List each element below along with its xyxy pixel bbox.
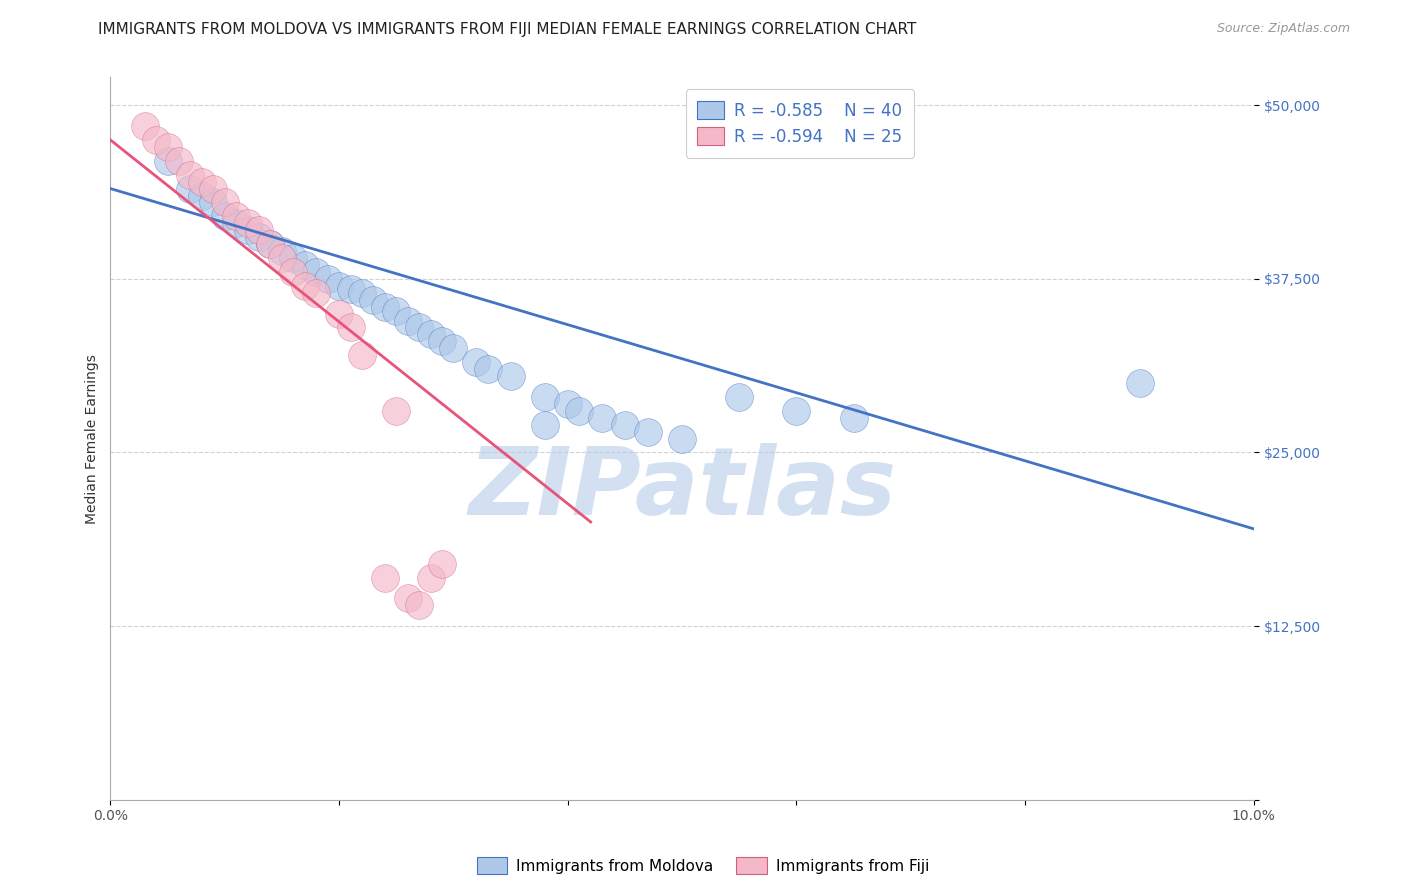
Point	[156, 140, 179, 154]
Point	[225, 210, 247, 224]
Point	[316, 272, 339, 286]
Point	[145, 133, 167, 147]
Point	[191, 175, 214, 189]
Point	[305, 285, 328, 300]
Point	[385, 303, 408, 318]
Point	[191, 188, 214, 202]
Y-axis label: Median Female Earnings: Median Female Earnings	[86, 353, 100, 524]
Point	[350, 348, 373, 362]
Point	[443, 341, 465, 355]
Point	[408, 320, 430, 334]
Point	[156, 153, 179, 168]
Point	[225, 216, 247, 230]
Point	[637, 425, 659, 439]
Point	[167, 153, 190, 168]
Point	[728, 390, 751, 404]
Point	[477, 362, 499, 376]
Point	[214, 210, 236, 224]
Point	[408, 599, 430, 613]
Point	[671, 432, 693, 446]
Point	[202, 181, 225, 195]
Point	[305, 265, 328, 279]
Point	[568, 404, 591, 418]
Point	[294, 278, 316, 293]
Point	[339, 282, 361, 296]
Point	[271, 251, 294, 265]
Point	[247, 223, 270, 237]
Point	[534, 417, 557, 432]
Point	[202, 195, 225, 210]
Point	[259, 237, 281, 252]
Point	[247, 230, 270, 244]
Point	[374, 300, 396, 314]
Text: IMMIGRANTS FROM MOLDOVA VS IMMIGRANTS FROM FIJI MEDIAN FEMALE EARNINGS CORRELATI: IMMIGRANTS FROM MOLDOVA VS IMMIGRANTS FR…	[98, 22, 917, 37]
Point	[374, 570, 396, 584]
Point	[419, 570, 441, 584]
Point	[339, 320, 361, 334]
Point	[557, 397, 579, 411]
Point	[283, 265, 305, 279]
Point	[294, 258, 316, 272]
Text: ZIPatlas: ZIPatlas	[468, 443, 896, 535]
Point	[134, 119, 156, 133]
Point	[465, 355, 488, 369]
Point	[283, 251, 305, 265]
Point	[214, 195, 236, 210]
Point	[419, 327, 441, 342]
Point	[1128, 376, 1150, 390]
Point	[534, 390, 557, 404]
Point	[385, 404, 408, 418]
Point	[396, 313, 419, 327]
Text: Source: ZipAtlas.com: Source: ZipAtlas.com	[1216, 22, 1350, 36]
Point	[363, 293, 385, 307]
Point	[785, 404, 807, 418]
Point	[613, 417, 636, 432]
Legend: Immigrants from Moldova, Immigrants from Fiji: Immigrants from Moldova, Immigrants from…	[471, 851, 935, 880]
Point	[842, 410, 865, 425]
Legend: R = -0.585    N = 40, R = -0.594    N = 25: R = -0.585 N = 40, R = -0.594 N = 25	[686, 89, 914, 158]
Point	[350, 285, 373, 300]
Point	[236, 216, 259, 230]
Point	[328, 278, 350, 293]
Point	[236, 223, 259, 237]
Point	[396, 591, 419, 606]
Point	[328, 307, 350, 321]
Point	[259, 237, 281, 252]
Point	[499, 369, 522, 384]
Point	[430, 334, 453, 349]
Point	[591, 410, 613, 425]
Point	[179, 181, 201, 195]
Point	[179, 168, 201, 182]
Point	[271, 244, 294, 258]
Point	[430, 557, 453, 571]
